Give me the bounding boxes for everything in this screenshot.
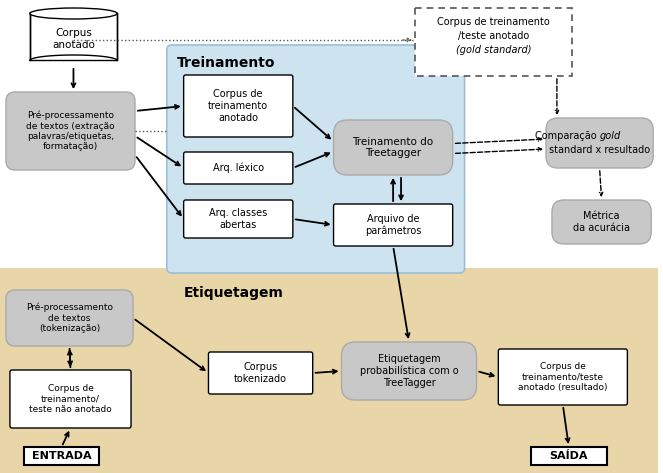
- Text: (gold standard): (gold standard): [455, 45, 531, 55]
- Text: Corpus de treinamento: Corpus de treinamento: [437, 17, 550, 27]
- Text: Corpus de
treinamento/teste
anotado (resultado): Corpus de treinamento/teste anotado (res…: [518, 362, 607, 392]
- Text: Etiquetagem
probabilística com o
TreeTagger: Etiquetagem probabilística com o TreeTag…: [360, 354, 458, 388]
- Text: Etiquetagem: Etiquetagem: [184, 286, 284, 300]
- Bar: [415, 8, 572, 76]
- Text: Pré-processamento
de textos (extração
palavras/etiquetas,
formatação): Pré-processamento de textos (extração pa…: [26, 111, 115, 151]
- Text: Corpus de
treinamento/
teste não anotado: Corpus de treinamento/ teste não anotado: [29, 384, 112, 414]
- Bar: [0, 268, 658, 473]
- FancyBboxPatch shape: [333, 120, 453, 175]
- Text: gold: gold: [599, 131, 621, 141]
- Text: Treinamento do
Treetagger: Treinamento do Treetagger: [353, 137, 434, 158]
- FancyBboxPatch shape: [184, 152, 293, 184]
- Text: standard x resultado: standard x resultado: [549, 145, 650, 155]
- Text: Comparação: Comparação: [535, 131, 599, 141]
- FancyBboxPatch shape: [184, 75, 293, 137]
- FancyBboxPatch shape: [208, 352, 313, 394]
- Text: Corpus de
treinamento
anotado: Corpus de treinamento anotado: [208, 89, 269, 123]
- FancyBboxPatch shape: [499, 349, 627, 405]
- Bar: [24, 447, 99, 465]
- Text: Corpus
anotado: Corpus anotado: [52, 28, 95, 50]
- FancyBboxPatch shape: [6, 92, 135, 170]
- Text: SAÍDA: SAÍDA: [550, 451, 588, 461]
- Text: Arquivo de
parâmetros: Arquivo de parâmetros: [365, 214, 421, 236]
- Ellipse shape: [30, 8, 117, 19]
- FancyBboxPatch shape: [546, 118, 653, 168]
- Text: Arq. léxico: Arq. léxico: [213, 163, 264, 173]
- Text: Arq. classes
abertas: Arq. classes abertas: [209, 208, 267, 230]
- FancyBboxPatch shape: [552, 200, 651, 244]
- FancyBboxPatch shape: [184, 200, 293, 238]
- Text: Pré-processamento
de textos
(tokenização): Pré-processamento de textos (tokenização…: [26, 303, 113, 333]
- FancyBboxPatch shape: [341, 342, 477, 400]
- FancyBboxPatch shape: [6, 290, 133, 346]
- Text: Treinamento: Treinamento: [177, 56, 275, 70]
- Text: ENTRADA: ENTRADA: [32, 451, 91, 461]
- FancyBboxPatch shape: [10, 370, 131, 428]
- FancyBboxPatch shape: [333, 204, 453, 246]
- Bar: [30, 13, 117, 60]
- FancyBboxPatch shape: [167, 45, 465, 273]
- Text: Corpus
tokenizado: Corpus tokenizado: [234, 362, 287, 384]
- Text: /teste anotado: /teste anotado: [457, 31, 529, 41]
- Text: Métrica
da acurácia: Métrica da acurácia: [573, 211, 630, 233]
- Bar: [531, 447, 607, 465]
